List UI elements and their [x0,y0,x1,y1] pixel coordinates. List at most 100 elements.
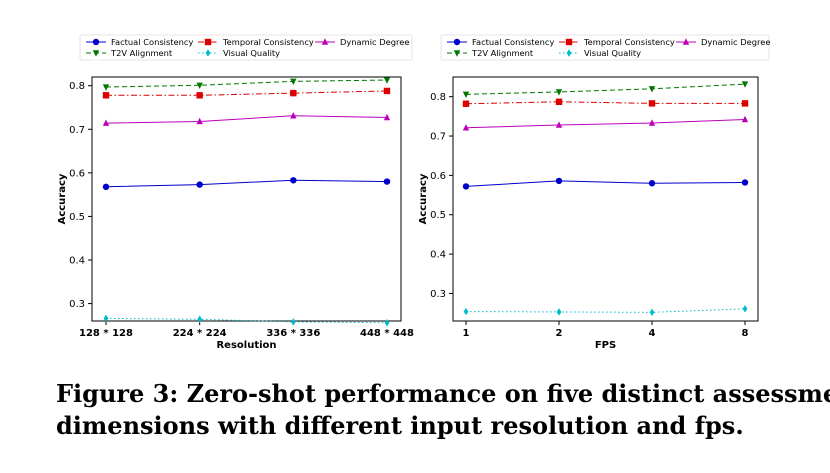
legend-marker [205,49,211,57]
data-point [555,98,563,105]
data-point [103,314,109,323]
data-point [290,112,297,119]
series-dynamic-degree [462,115,749,131]
x-tick-label: 336 * 336 [266,328,320,339]
x-tick-label: 8 [742,328,749,339]
plot-frame [452,76,759,322]
y-tick-label: 0.6 [69,168,85,179]
legend-label: Factual Consistency [472,37,554,47]
data-point [649,308,655,317]
legend-label: Factual Consistency [111,37,193,47]
y-axis-label: Accuracy [57,173,68,224]
y-tick-label: 0.5 [430,210,446,221]
legend: Factual Consistency Temporal Consistency D… [79,34,413,61]
legend-item-temporal-consistency: Temporal Consistency [559,37,675,47]
legend-marker [565,38,573,46]
legend-marker [92,50,100,57]
series-factual-consistency [462,177,749,190]
y-tick-label: 0.3 [69,299,85,310]
series-t2v-alignment [102,77,391,91]
figure-caption: Figure 3: Zero-shot performance on five … [56,378,830,442]
legend-label: Temporal Consistency [583,37,675,47]
data-point [462,124,470,131]
legend-box [79,34,413,61]
series-line [465,83,746,95]
legend-marker [566,49,572,57]
x-tick-label: 224 * 224 [173,328,227,339]
y-tick-label: 0.5 [69,212,85,223]
data-point [290,177,297,184]
x-axis-label: FPS [595,340,616,350]
data-point [555,177,563,185]
legend-item-factual-consistency: Factual Consistency [447,37,554,47]
data-point [196,117,203,125]
series-line [105,179,388,188]
y-tick-label: 0.3 [430,289,446,300]
x-tick-label: 2 [556,328,563,339]
data-point [648,86,656,93]
y-tick-label: 0.6 [430,171,446,182]
data-point [648,100,656,107]
data-point [742,305,748,313]
data-point [383,113,391,121]
data-point [383,178,391,185]
x-tick-label: 1 [463,328,470,339]
data-point [102,84,110,91]
data-point [383,87,391,95]
series-line [105,317,388,324]
data-point [384,319,390,327]
legend-item-dynamic-degree: Dynamic Degree [315,37,409,47]
legend-marker [453,50,461,57]
y-tick-label: 0.4 [430,250,446,261]
y-tick-label: 0.4 [69,256,85,267]
x-tick-label: 448 * 448 [360,328,414,339]
data-point [290,78,297,86]
chart-resolution: Factual Consistency Temporal Consistency D… [57,34,414,350]
data-point [555,121,563,128]
legend-marker [453,38,461,46]
x-tick-label: 4 [649,328,656,339]
data-point [102,119,110,126]
data-point [196,181,203,188]
data-point [290,318,296,326]
legend-label: Visual Quality [584,48,641,58]
series-line [105,79,388,88]
y-tick-label: 0.8 [69,81,85,92]
plot-frame [91,76,402,322]
x-axis-label: Resolution [216,340,276,350]
caption-line-1: Figure 3: Zero-shot performance on five … [56,379,830,408]
data-point [741,81,749,88]
series-t2v-alignment [462,81,749,99]
legend-item-dynamic-degree: Dynamic Degree [676,37,770,47]
series-temporal-consistency [462,98,749,107]
series-dynamic-degree [102,112,391,126]
data-point [555,89,563,96]
legend-label: T2V Alignment [471,48,534,58]
data-point [741,100,749,107]
legend-item-t2v-alignment: T2V Alignment [447,48,534,58]
data-point [290,89,297,97]
legend-marker [682,38,690,45]
legend-item-t2v-alignment: T2V Alignment [86,48,173,58]
data-point [462,183,470,190]
legend-label: Temporal Consistency [222,37,314,47]
data-point [463,307,469,316]
series-line [465,119,746,129]
x-tick-label: 128 * 128 [79,328,133,339]
data-point [196,92,203,99]
legend: Factual Consistency Temporal Consistency D… [440,34,770,61]
data-point [556,308,562,316]
data-point [462,91,470,99]
legend-marker [204,38,212,46]
series-visual-quality [103,314,390,327]
series-visual-quality [463,305,748,317]
series-line [465,101,745,105]
legend-label: Visual Quality [223,48,280,58]
data-point [197,315,203,323]
chart-fps: Factual Consistency Temporal Consistency D… [418,34,770,350]
legend-item-visual-quality: Visual Quality [559,48,641,58]
y-tick-label: 0.7 [430,132,446,143]
legend-item-visual-quality: Visual Quality [198,48,280,58]
data-point [462,100,470,107]
series-line [465,180,746,187]
